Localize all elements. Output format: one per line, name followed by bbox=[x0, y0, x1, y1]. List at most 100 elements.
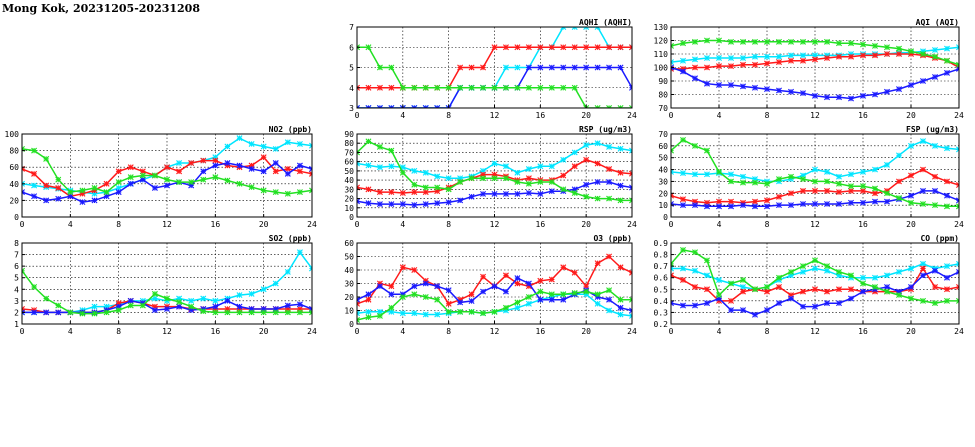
data-point bbox=[388, 105, 395, 108]
y-tick-label: 60 bbox=[658, 142, 668, 151]
data-point bbox=[502, 64, 509, 71]
data-point bbox=[606, 143, 613, 150]
data-point bbox=[309, 165, 312, 172]
data-point bbox=[43, 309, 50, 316]
data-point bbox=[224, 309, 231, 316]
y-tick-label: 20 bbox=[344, 195, 354, 204]
data-point bbox=[884, 161, 890, 168]
data-point bbox=[365, 162, 372, 169]
data-point bbox=[740, 277, 746, 284]
data-point bbox=[388, 163, 395, 170]
data-point bbox=[764, 283, 770, 290]
data-point bbox=[671, 147, 674, 154]
data-point bbox=[188, 179, 195, 186]
data-point bbox=[896, 292, 902, 299]
chart-title: SO2 (ppb) bbox=[269, 234, 312, 243]
data-point bbox=[376, 143, 383, 150]
data-point bbox=[422, 311, 429, 318]
data-point bbox=[728, 307, 734, 314]
y-tick-label: 3 bbox=[14, 297, 19, 306]
data-point bbox=[594, 160, 601, 167]
data-point bbox=[388, 291, 395, 298]
data-point bbox=[548, 84, 555, 91]
data-point bbox=[376, 64, 383, 71]
data-point bbox=[457, 308, 464, 315]
data-point bbox=[884, 44, 890, 51]
plot-area bbox=[357, 27, 632, 108]
data-point bbox=[908, 192, 914, 199]
data-point bbox=[920, 187, 926, 194]
data-point bbox=[860, 288, 866, 295]
data-point bbox=[594, 44, 601, 51]
data-point bbox=[896, 51, 902, 57]
data-point bbox=[376, 201, 383, 208]
data-point bbox=[836, 300, 842, 307]
data-point bbox=[629, 105, 632, 108]
data-point bbox=[468, 193, 475, 200]
data-point bbox=[491, 44, 498, 51]
data-point bbox=[629, 197, 632, 204]
data-point bbox=[514, 190, 521, 197]
data-point bbox=[752, 53, 758, 60]
data-point bbox=[752, 203, 758, 210]
data-point bbox=[537, 288, 544, 295]
y-tick-label: 0 bbox=[349, 320, 354, 329]
data-point bbox=[91, 310, 98, 317]
data-point bbox=[560, 84, 567, 91]
y-tick-label: 0 bbox=[14, 213, 19, 222]
data-point bbox=[908, 172, 914, 179]
data-point bbox=[296, 249, 303, 256]
data-point bbox=[860, 187, 866, 194]
data-point bbox=[583, 64, 590, 71]
data-point bbox=[920, 265, 926, 272]
chart-aqi: 0 4 8 12 16 20 24 70 80 90 100 110 120 130 AQI (AQI) bbox=[649, 16, 967, 122]
data-point bbox=[884, 190, 890, 197]
data-point bbox=[896, 45, 902, 52]
data-point bbox=[680, 196, 686, 203]
x-tick-label: 24 bbox=[307, 327, 317, 336]
chart-title: NO2 (ppb) bbox=[269, 125, 312, 134]
data-point bbox=[434, 200, 441, 207]
data-point bbox=[884, 198, 890, 205]
data-point bbox=[365, 200, 372, 207]
data-point bbox=[728, 297, 734, 304]
data-point bbox=[764, 307, 770, 314]
y-tick-label: 0.7 bbox=[654, 262, 669, 271]
y-tick-label: 20 bbox=[658, 189, 668, 198]
data-point bbox=[31, 309, 38, 316]
data-point bbox=[357, 198, 360, 205]
data-point bbox=[583, 142, 590, 149]
data-point bbox=[272, 309, 279, 316]
x-tick-label: 24 bbox=[307, 220, 317, 229]
data-point bbox=[824, 55, 830, 62]
y-tick-label: 40 bbox=[344, 266, 354, 275]
data-point bbox=[411, 267, 418, 273]
y-tick-label: 5 bbox=[349, 64, 354, 73]
data-point bbox=[55, 309, 62, 316]
x-tick-label: 24 bbox=[627, 220, 637, 229]
data-point bbox=[956, 297, 959, 304]
y-tick-label: 70 bbox=[658, 104, 668, 113]
data-point bbox=[896, 152, 902, 159]
data-point bbox=[800, 200, 806, 207]
data-point bbox=[399, 294, 406, 300]
data-point bbox=[376, 84, 383, 91]
data-point bbox=[671, 265, 674, 272]
data-point bbox=[704, 64, 710, 71]
x-tick-label: 20 bbox=[906, 111, 916, 120]
data-point bbox=[740, 179, 746, 186]
data-point bbox=[764, 60, 770, 67]
y-tick-label: 90 bbox=[658, 77, 668, 86]
data-point bbox=[788, 173, 794, 180]
data-point bbox=[740, 83, 746, 90]
data-point bbox=[812, 166, 818, 173]
data-point bbox=[704, 171, 710, 178]
x-tick-label: 16 bbox=[536, 111, 546, 120]
data-point bbox=[908, 199, 914, 206]
data-point bbox=[365, 291, 372, 298]
data-point bbox=[932, 173, 938, 180]
data-point bbox=[422, 189, 429, 196]
data-point bbox=[164, 164, 170, 171]
data-point bbox=[617, 105, 624, 108]
